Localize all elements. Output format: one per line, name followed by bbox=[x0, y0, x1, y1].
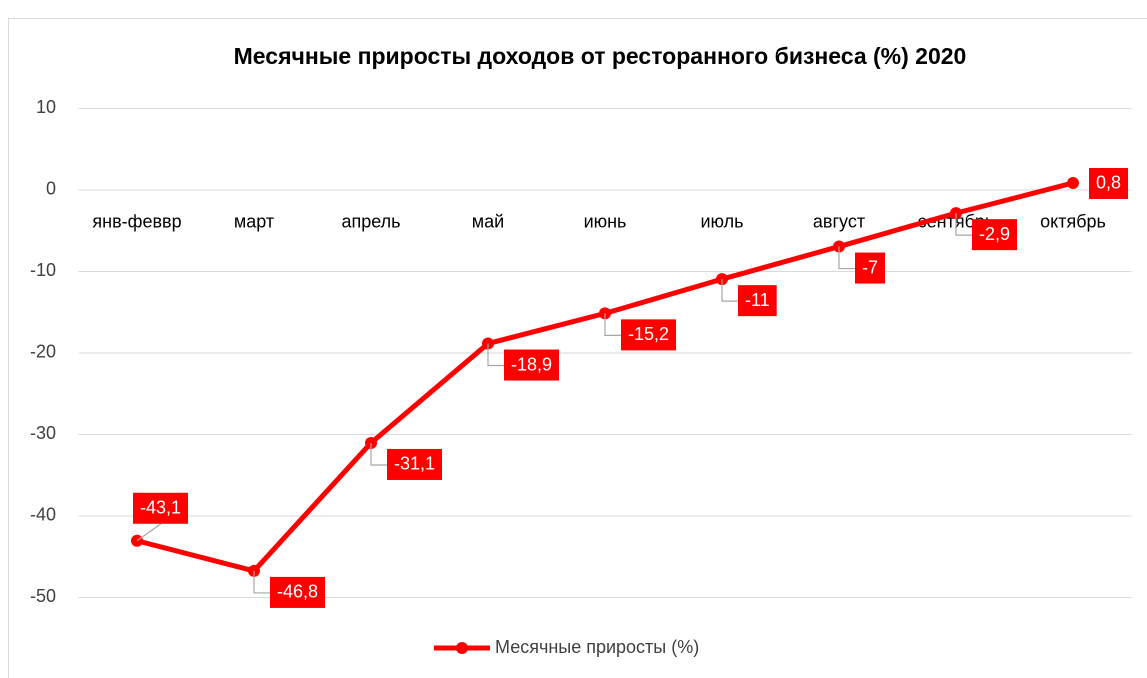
y-tick-label: 0 bbox=[46, 178, 56, 198]
chart-title: Месячные приросты доходов от ресторанног… bbox=[234, 43, 967, 69]
x-tick-label: март bbox=[234, 211, 274, 231]
y-tick-label: -20 bbox=[30, 341, 56, 361]
data-label: -43,1 bbox=[140, 498, 181, 518]
x-tick-label: июнь bbox=[584, 211, 627, 231]
data-label: -2,9 bbox=[979, 224, 1010, 244]
x-tick-label: июль bbox=[700, 211, 743, 231]
y-tick-label: -40 bbox=[30, 504, 56, 524]
legend-label: Месячные приросты (%) bbox=[495, 637, 699, 657]
x-tick-label: август bbox=[813, 211, 865, 231]
x-tick-label: октябрь bbox=[1040, 211, 1106, 231]
data-label-box bbox=[387, 448, 443, 480]
data-label-box bbox=[504, 349, 560, 381]
data-label-box bbox=[855, 252, 886, 284]
leader-line bbox=[955, 213, 972, 236]
y-tick-label: -30 bbox=[30, 423, 56, 443]
leader-line bbox=[253, 570, 270, 594]
chart-border bbox=[8, 18, 1147, 678]
data-point bbox=[1067, 176, 1079, 189]
leader-line bbox=[604, 313, 621, 336]
leader-line bbox=[721, 279, 738, 302]
data-label-box bbox=[1089, 167, 1129, 199]
data-label: -18,9 bbox=[511, 354, 552, 374]
y-tick-label: -50 bbox=[30, 586, 56, 606]
leader-line bbox=[370, 442, 387, 466]
data-label-box bbox=[621, 319, 677, 351]
data-label: 0,8 bbox=[1096, 173, 1121, 193]
leader-line bbox=[838, 246, 855, 270]
leader-line bbox=[136, 523, 162, 542]
data-label: -31,1 bbox=[394, 454, 435, 474]
data-label-box bbox=[972, 219, 1018, 251]
x-tick-label: май bbox=[472, 211, 504, 231]
data-label: -46,8 bbox=[277, 582, 318, 602]
data-label: -11 bbox=[745, 290, 770, 310]
x-tick-label: янв-феввр bbox=[92, 211, 181, 231]
y-tick-label: 10 bbox=[36, 97, 56, 117]
data-label: -15,2 bbox=[628, 324, 669, 344]
data-label-box bbox=[270, 576, 326, 608]
data-label-box bbox=[133, 492, 189, 524]
data-label-box bbox=[738, 285, 777, 317]
leader-line bbox=[487, 343, 504, 367]
legend-marker bbox=[456, 642, 468, 654]
data-label: -7 bbox=[862, 257, 878, 277]
x-tick-label: апрель bbox=[341, 211, 400, 231]
y-tick-label: -10 bbox=[30, 260, 56, 280]
